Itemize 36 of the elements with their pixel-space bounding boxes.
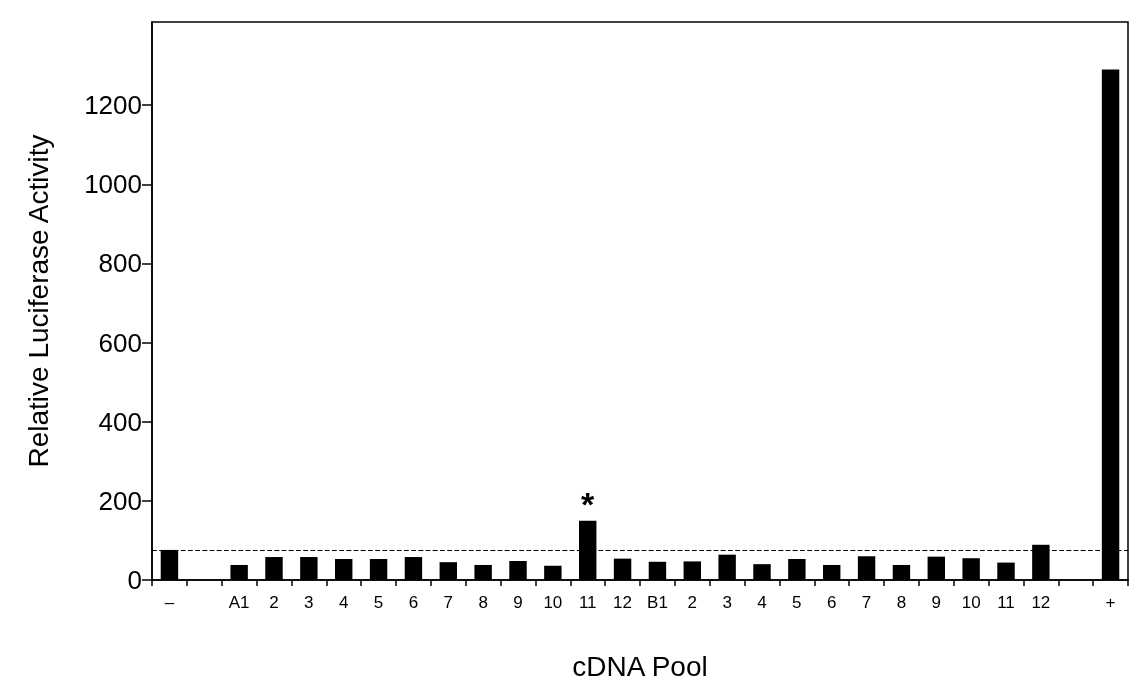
x-axis-title: cDNA Pool: [572, 650, 708, 682]
x-tick-label: 4: [757, 593, 767, 612]
x-tick-label: 3: [722, 593, 732, 612]
x-tick-label: 7: [443, 593, 454, 612]
y-tick-label: 600: [98, 327, 142, 358]
x-tick-label: 7: [861, 593, 872, 612]
x-tick-label: 4: [338, 593, 349, 612]
x-tick-label: +: [1105, 593, 1116, 612]
x-tick-label: –: [164, 593, 175, 612]
x-tick-label: 11: [997, 593, 1015, 612]
x-tick-label: 2: [269, 593, 279, 612]
y-tick-label: 1000: [84, 169, 142, 200]
y-axis-title: Relative Luciferase Activity: [22, 134, 54, 468]
x-tick-label: 5: [792, 593, 802, 612]
data-label: *: [581, 484, 596, 523]
y-tick-label: 0: [127, 565, 142, 595]
x-tick-label: B1: [647, 593, 668, 612]
x-tick-label: 8: [896, 593, 907, 612]
x-tick-label: 10: [543, 593, 563, 612]
y-tick-label: 1200: [84, 90, 142, 121]
x-tick-label: 3: [304, 593, 314, 612]
y-tick-label: 400: [98, 406, 142, 437]
x-tick-label: 8: [478, 593, 488, 612]
x-tick-label: 5: [373, 593, 384, 612]
x-tick-label: 12: [613, 593, 633, 612]
x-tick-label: 2: [687, 593, 698, 612]
x-tick-label: A1: [228, 593, 250, 612]
x-tick-label: 6: [408, 593, 419, 612]
y-tick-label: 800: [98, 248, 142, 279]
x-tick-label: 9: [513, 593, 523, 612]
x-tick-label: 9: [931, 593, 942, 612]
x-tick-label: 12: [1031, 593, 1051, 612]
x-tick-label: 10: [961, 593, 981, 612]
x-tick-label: 6: [826, 593, 837, 612]
x-tick-label: 11: [578, 593, 597, 612]
y-tick-label: 200: [98, 485, 142, 516]
